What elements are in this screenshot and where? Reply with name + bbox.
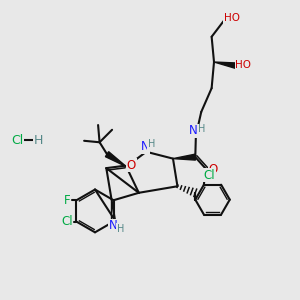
Text: Cl: Cl	[11, 134, 24, 147]
Polygon shape	[173, 154, 196, 160]
Polygon shape	[105, 152, 126, 167]
Text: N: N	[189, 124, 198, 137]
Text: N: N	[109, 219, 118, 232]
Text: HO: HO	[224, 13, 240, 23]
Polygon shape	[214, 62, 236, 68]
Text: H: H	[148, 139, 155, 149]
Text: Cl: Cl	[61, 215, 73, 228]
Text: O: O	[127, 159, 136, 172]
Text: Cl: Cl	[203, 169, 215, 182]
Text: O: O	[208, 163, 218, 176]
Text: N: N	[140, 140, 149, 153]
Text: H: H	[34, 134, 43, 147]
Text: F: F	[64, 194, 70, 207]
Text: H: H	[117, 224, 124, 234]
Text: H: H	[197, 124, 205, 134]
Text: HO: HO	[235, 60, 251, 70]
